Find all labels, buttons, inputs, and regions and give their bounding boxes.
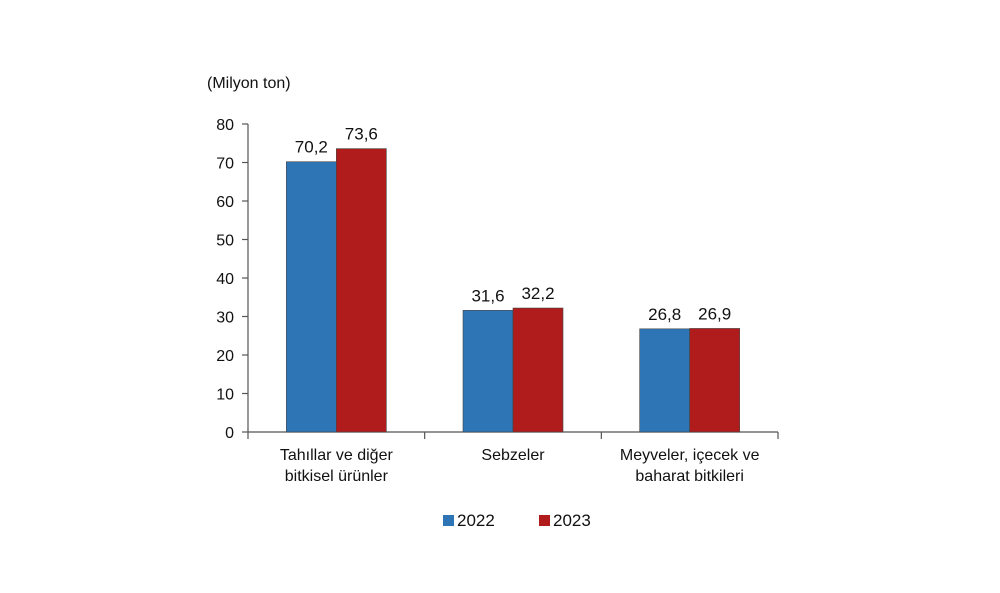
data-label: 26,8 [648,305,681,324]
y-axis-unit-label: (Milyon ton) [207,75,291,92]
category-labels: Tahıllar ve diğer bitkisel ürünler Sebzele… [280,447,760,485]
category-label: Sebzeler [481,447,545,464]
data-labels: 70,2 73,6 31,6 32,2 26,8 26,9 [295,125,731,324]
legend-label: 2023 [553,511,591,530]
legend-swatch [443,515,454,526]
data-label: 31,6 [471,286,504,305]
y-tick-label: 50 [216,233,234,250]
bars [286,148,740,433]
y-tick-label: 10 [216,387,234,404]
y-tick-label: 30 [216,310,234,327]
data-label: 73,6 [345,125,378,144]
bar [689,328,740,433]
y-tick-label: 80 [216,117,234,134]
y-tick-label: 0 [225,425,234,442]
legend-swatch [539,515,550,526]
bar [512,307,564,433]
category-label: Tahıllar ve diğer [280,447,394,464]
data-label: 32,2 [521,284,554,303]
category-label: Meyveler, içecek ve [620,447,760,464]
bar [336,148,387,433]
legend-label: 2022 [457,511,495,530]
y-tick-label: 70 [216,156,234,173]
data-label: 70,2 [295,138,328,157]
y-tick-label: 60 [216,194,234,211]
y-tick-label: 40 [216,271,234,288]
bar [639,328,690,433]
y-tick-label: 20 [216,348,234,365]
bar [286,161,337,433]
bar [462,310,514,433]
category-label: bitkisel ürünler [285,468,389,485]
category-label: baharat bitkileri [635,468,744,485]
legend: 2022 2023 [443,511,591,530]
y-axis-ticks: 0 10 20 30 40 50 60 70 80 [216,117,248,442]
data-label: 26,9 [698,304,731,323]
